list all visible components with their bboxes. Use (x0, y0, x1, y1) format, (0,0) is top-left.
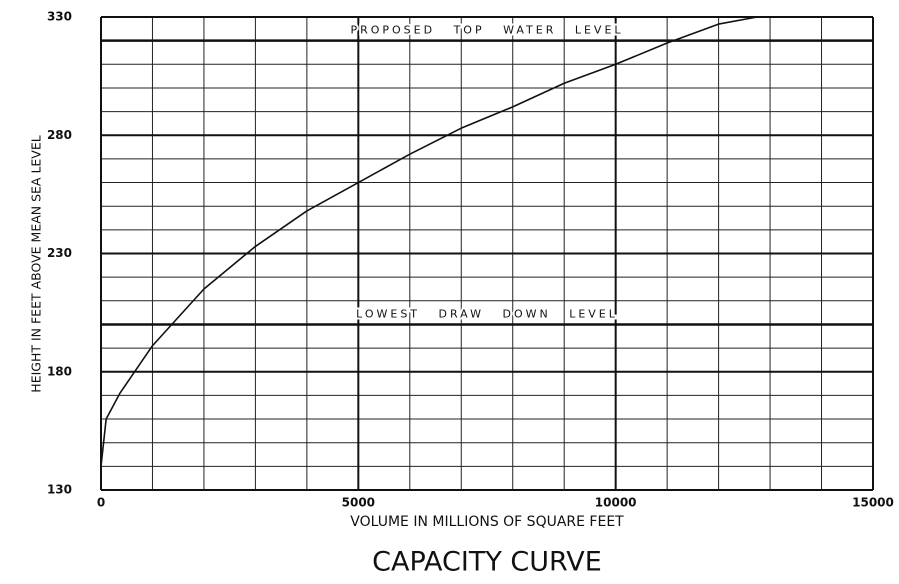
y-tick-label: 130 (47, 483, 72, 497)
y-axis-label: HEIGHT IN FEET ABOVE MEAN SEA LEVEL (29, 135, 44, 392)
x-tick-label: 0 (97, 496, 105, 510)
y-tick-label: 330 (47, 10, 72, 24)
annotation: PROPOSED TOP WATER LEVEL (350, 24, 623, 37)
x-tick-label: 10000 (595, 496, 637, 510)
y-tick-label: 280 (47, 128, 72, 142)
x-tick-label: 5000 (342, 496, 375, 510)
chart-title: CAPACITY CURVE (372, 547, 602, 578)
curve (100, 16, 758, 467)
y-tick-label: 180 (47, 364, 72, 378)
annotation: LOWEST DRAW DOWN LEVEL (356, 307, 618, 320)
x-axis-label: VOLUME IN MILLIONS OF SQUARE FEET (350, 514, 624, 530)
y-tick-label: 230 (47, 246, 72, 260)
x-tick-label: 15000 (852, 496, 894, 510)
